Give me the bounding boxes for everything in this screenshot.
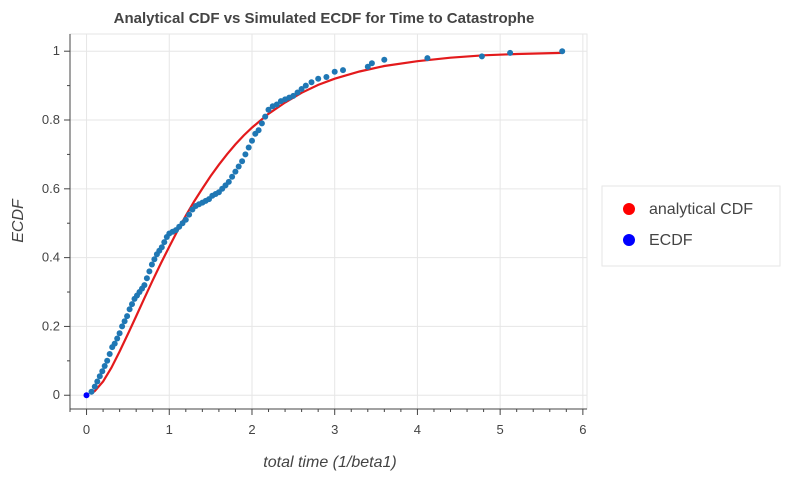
ecdf-point [478, 53, 485, 60]
ecdf-point [111, 340, 118, 347]
ecdf-point [91, 383, 98, 390]
x-tick-label: 2 [248, 422, 255, 437]
y-tick-label: 0.6 [42, 181, 60, 196]
y-tick-label: 1 [53, 43, 60, 58]
ecdf-point [315, 75, 322, 82]
ecdf-point [262, 113, 269, 120]
ecdf-point [106, 351, 113, 357]
ecdf-point [104, 357, 111, 364]
ecdf-point [381, 56, 388, 63]
legend-box [601, 185, 781, 267]
ecdf-point [290, 92, 297, 99]
y-tick-label: 0.8 [42, 112, 60, 127]
ecdf-point [182, 216, 189, 223]
y-axis-label: ECDF [10, 198, 27, 243]
ecdf-point [161, 239, 168, 246]
y-tick-label: 0 [53, 387, 60, 402]
y-tick-label: 0.4 [42, 250, 60, 265]
ecdf-point [129, 301, 135, 308]
legend-label-analytical-cdf: analytical CDF [649, 201, 753, 218]
ecdf-point [141, 282, 148, 289]
ecdf-point [126, 306, 133, 313]
x-tick-label: 4 [414, 422, 421, 437]
ecdf-point [143, 275, 150, 282]
legend-marker-analytical-cdf [623, 203, 635, 215]
ecdf-point [232, 168, 239, 175]
plot-series [83, 48, 566, 399]
x-tick-label: 6 [579, 422, 586, 437]
ecdf-point [124, 313, 131, 320]
x-tick-label: 0 [83, 422, 90, 437]
ecdf-point [146, 268, 153, 275]
ecdf-point [101, 363, 108, 369]
ecdf-point [368, 60, 375, 67]
ecdf-point [235, 163, 242, 170]
plot-frame [69, 33, 588, 410]
ecdf-point [239, 158, 246, 165]
ecdf-point [340, 67, 346, 74]
ecdf-point [331, 68, 338, 75]
ecdf-point [88, 388, 95, 395]
ecdf-point [229, 173, 236, 180]
y-tick-label: 0.2 [42, 318, 60, 333]
ecdf-point [114, 335, 121, 342]
ecdf-point [225, 178, 232, 185]
ecdf-point [148, 261, 155, 268]
ecdf-point [302, 82, 309, 89]
ecdf-point [121, 318, 128, 325]
legend-label-ecdf: ECDF [649, 232, 693, 249]
x-axis-ticks: 0 1 2 3 4 5 6 [69, 409, 586, 437]
ecdf-point [186, 211, 193, 218]
ecdf-point [323, 74, 330, 80]
ecdf-point [258, 120, 265, 127]
ecdf-point [158, 244, 165, 251]
ecdf-point [94, 378, 101, 385]
ecdf-point [294, 89, 301, 96]
ecdf-point [119, 323, 126, 330]
analytical-cdf-line [90, 51, 563, 395]
chart-title: Analytical CDF vs Simulated ECDF for Tim… [114, 10, 535, 27]
ecdf-point [507, 49, 514, 56]
legend-marker-ecdf [623, 234, 635, 246]
x-tick-label: 3 [331, 422, 338, 437]
ecdf-point [308, 79, 315, 86]
ecdf-point [298, 86, 305, 92]
ecdf-point [364, 63, 371, 70]
ecdf-point [99, 368, 106, 375]
ecdf-point [242, 151, 249, 158]
x-tick-label: 1 [166, 422, 173, 437]
ecdf-point [273, 101, 280, 108]
x-axis-label: total time (1/beta1) [263, 454, 396, 471]
legend: analytical CDF ECDF [601, 185, 781, 267]
ecdf-point [245, 144, 252, 151]
ecdf-point [249, 137, 255, 144]
ecdf-point [255, 127, 262, 134]
x-tick-label: 5 [497, 422, 504, 437]
ecdf-point [116, 330, 123, 337]
ecdf-point [151, 256, 158, 263]
ecdf-point [424, 55, 431, 62]
grid [70, 34, 587, 409]
ecdf-point [96, 373, 103, 380]
ecdf-point [559, 48, 566, 55]
ecdf-point [265, 106, 272, 113]
ecdf-point [83, 392, 90, 399]
y-axis-ticks: 0 0.2 0.4 0.6 0.8 1 [42, 43, 70, 402]
